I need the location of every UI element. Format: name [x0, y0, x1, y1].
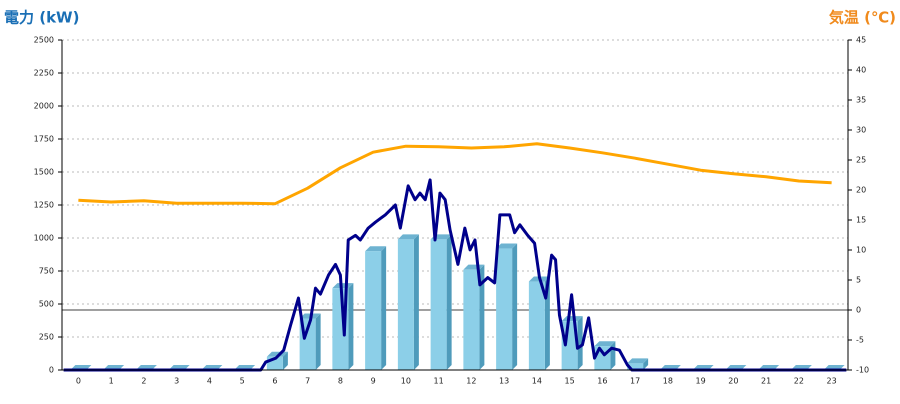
y-tick-label: 500 [39, 300, 54, 309]
x-tick-label: 20 [728, 377, 738, 386]
x-tick-label: 0 [76, 377, 81, 386]
y2-tick-label: 0 [856, 306, 861, 315]
x-tick-label: 5 [240, 377, 245, 386]
y-tick-label: 2000 [34, 102, 54, 111]
bar-face [528, 281, 545, 370]
line-series [78, 142, 832, 206]
bar-face [610, 341, 616, 370]
bar-face [627, 358, 649, 364]
bar-face [348, 283, 354, 370]
x-tick-label: 4 [207, 377, 212, 386]
bar-face [496, 248, 513, 370]
y2-tick-label: 10 [856, 246, 866, 255]
x-tick-label: 18 [663, 377, 673, 386]
bar [397, 234, 419, 370]
y-tick-label: 2250 [34, 69, 54, 78]
bar-face [430, 239, 447, 370]
x-tick-label: 8 [338, 377, 343, 386]
x-tick-label: 15 [565, 377, 575, 386]
x-tick-label: 17 [630, 377, 640, 386]
x-tick-label: 3 [174, 377, 179, 386]
x-tick-label: 16 [597, 377, 607, 386]
x-tick-label: 9 [371, 377, 376, 386]
bar [627, 358, 649, 370]
bar [365, 246, 387, 370]
y2-tick-label: 5 [856, 276, 861, 285]
x-tick-label: 2 [141, 377, 146, 386]
y2-tick-label: 15 [856, 216, 866, 225]
bar-face [463, 269, 480, 370]
x-tick-label: 1 [109, 377, 114, 386]
x-tick-label: 23 [827, 377, 837, 386]
x-tick-label: 11 [434, 377, 444, 386]
x-tick-label: 12 [466, 377, 476, 386]
y2-tick-label: 35 [856, 96, 866, 105]
y-tick-label: 1750 [34, 135, 54, 144]
y-tick-label: 750 [39, 267, 54, 276]
bar-face [496, 243, 518, 249]
bar-face [577, 316, 583, 370]
x-tick-label: 19 [696, 377, 706, 386]
y-axis-title: 電力 (kW) [4, 9, 79, 27]
x-tick-label: 7 [305, 377, 310, 386]
y-tick-label: 1000 [34, 234, 54, 243]
bar-face [479, 264, 485, 370]
bar [528, 276, 550, 370]
y2-tick-label: 45 [856, 36, 866, 45]
x-tick-label: 10 [401, 377, 411, 386]
bar-face [365, 251, 382, 370]
bar-face [594, 341, 616, 347]
x-tick-label: 21 [761, 377, 771, 386]
bar-face [446, 234, 452, 370]
bar-face [365, 246, 387, 252]
bar-face [627, 363, 644, 370]
y2-tick-label: 20 [856, 186, 866, 195]
x-tick-label: 14 [532, 377, 542, 386]
x-tick-label: 13 [499, 377, 509, 386]
y2-tick-label: -5 [856, 336, 864, 345]
bar-face [397, 234, 419, 240]
bar-face [282, 351, 288, 370]
bar-face [643, 358, 649, 370]
y-tick-label: 2500 [34, 36, 54, 45]
y2-tick-label: -10 [856, 366, 869, 375]
bar [496, 243, 518, 370]
bar-face [397, 239, 414, 370]
bar-face [381, 246, 387, 370]
bar-face [315, 313, 321, 370]
y-tick-label: 1500 [34, 168, 54, 177]
bar [430, 234, 452, 370]
bar-face [561, 316, 583, 322]
bar-face [512, 243, 518, 370]
y-tick-label: 0 [49, 366, 54, 375]
y2-tick-label: 30 [856, 126, 866, 135]
bar [463, 264, 485, 370]
line-series [63, 178, 847, 372]
bar-face [544, 276, 550, 370]
y2-tick-label: 25 [856, 156, 866, 165]
x-tick-label: 22 [794, 377, 804, 386]
y-tick-label: 1250 [34, 201, 54, 210]
bar-face [413, 234, 419, 370]
y2-axis-title: 気温 (℃) [829, 9, 896, 27]
y-tick-label: 250 [39, 333, 54, 342]
y2-tick-label: 40 [856, 66, 866, 75]
bar-face [332, 283, 354, 289]
x-tick-label: 6 [272, 377, 277, 386]
